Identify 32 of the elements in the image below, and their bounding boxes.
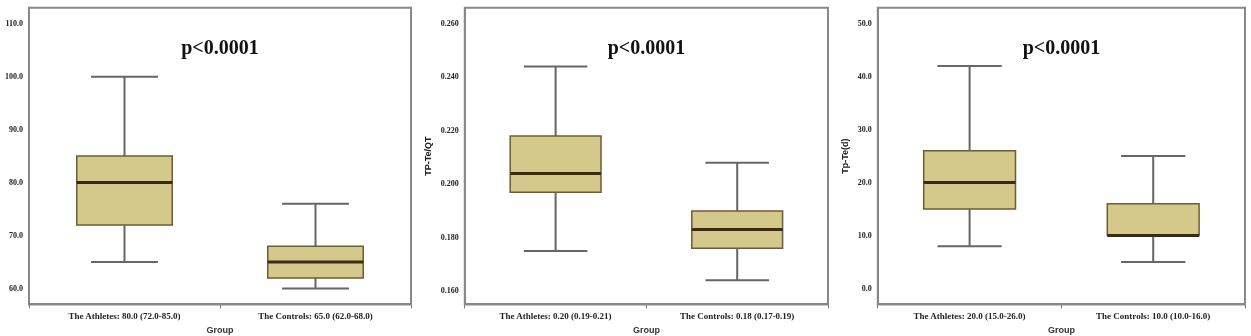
y-tick-label: 80.0 xyxy=(9,177,23,187)
y-tick-label: 0.220 xyxy=(440,125,459,135)
y-tick-label: 0.200 xyxy=(440,179,459,189)
y-tick-label: 100.0 xyxy=(5,71,23,81)
y-tick-label: 50.0 xyxy=(857,18,872,28)
y-tick-label: 20.0 xyxy=(857,177,872,187)
x-tick-label: The Controls: 0.18 (0.17-0.19) xyxy=(680,311,795,322)
x-axis-title: Group xyxy=(1047,325,1076,336)
y-tick-label: 0.260 xyxy=(440,18,459,28)
x-tick-label: The Athletes: 80.0 (72.0-85.0) xyxy=(68,311,181,322)
y-tick-label: 0.180 xyxy=(440,232,459,242)
y-tick-label: 60.0 xyxy=(9,283,23,293)
y-axis-title: Tp-Te(d) xyxy=(839,138,850,174)
annotation: p<0.0001 xyxy=(181,35,259,59)
y-tick-label: 40.0 xyxy=(857,71,872,81)
x-tick-label: The Athletes: 20.0 (15.0-26.0) xyxy=(913,311,1026,322)
annotation: p<0.0001 xyxy=(607,35,686,59)
y-tick-label: 0.160 xyxy=(440,286,459,296)
x-tick-label: The Athletes: 0.20 (0.19-0.21) xyxy=(499,311,612,322)
x-axis-title: Group xyxy=(632,325,661,336)
annotation: p<0.0001 xyxy=(1022,35,1101,59)
y-tick-label: 0.240 xyxy=(440,72,459,82)
x-axis-title: Group xyxy=(206,325,234,336)
x-tick-label: The Controls: 65.0 (62.0-68.0) xyxy=(258,311,373,322)
x-tick-label: The Controls: 10.0 (10.0-16.0) xyxy=(1096,311,1211,322)
y-tick-label: 70.0 xyxy=(9,230,23,240)
y-tick-label: 30.0 xyxy=(857,124,872,134)
y-tick-label: 0.0 xyxy=(861,283,872,293)
y-tick-label: 90.0 xyxy=(9,124,23,134)
y-axis-title: TP-Te/QT xyxy=(422,135,433,176)
y-tick-label: 110.0 xyxy=(5,18,23,28)
y-tick-label: 10.0 xyxy=(857,230,872,240)
